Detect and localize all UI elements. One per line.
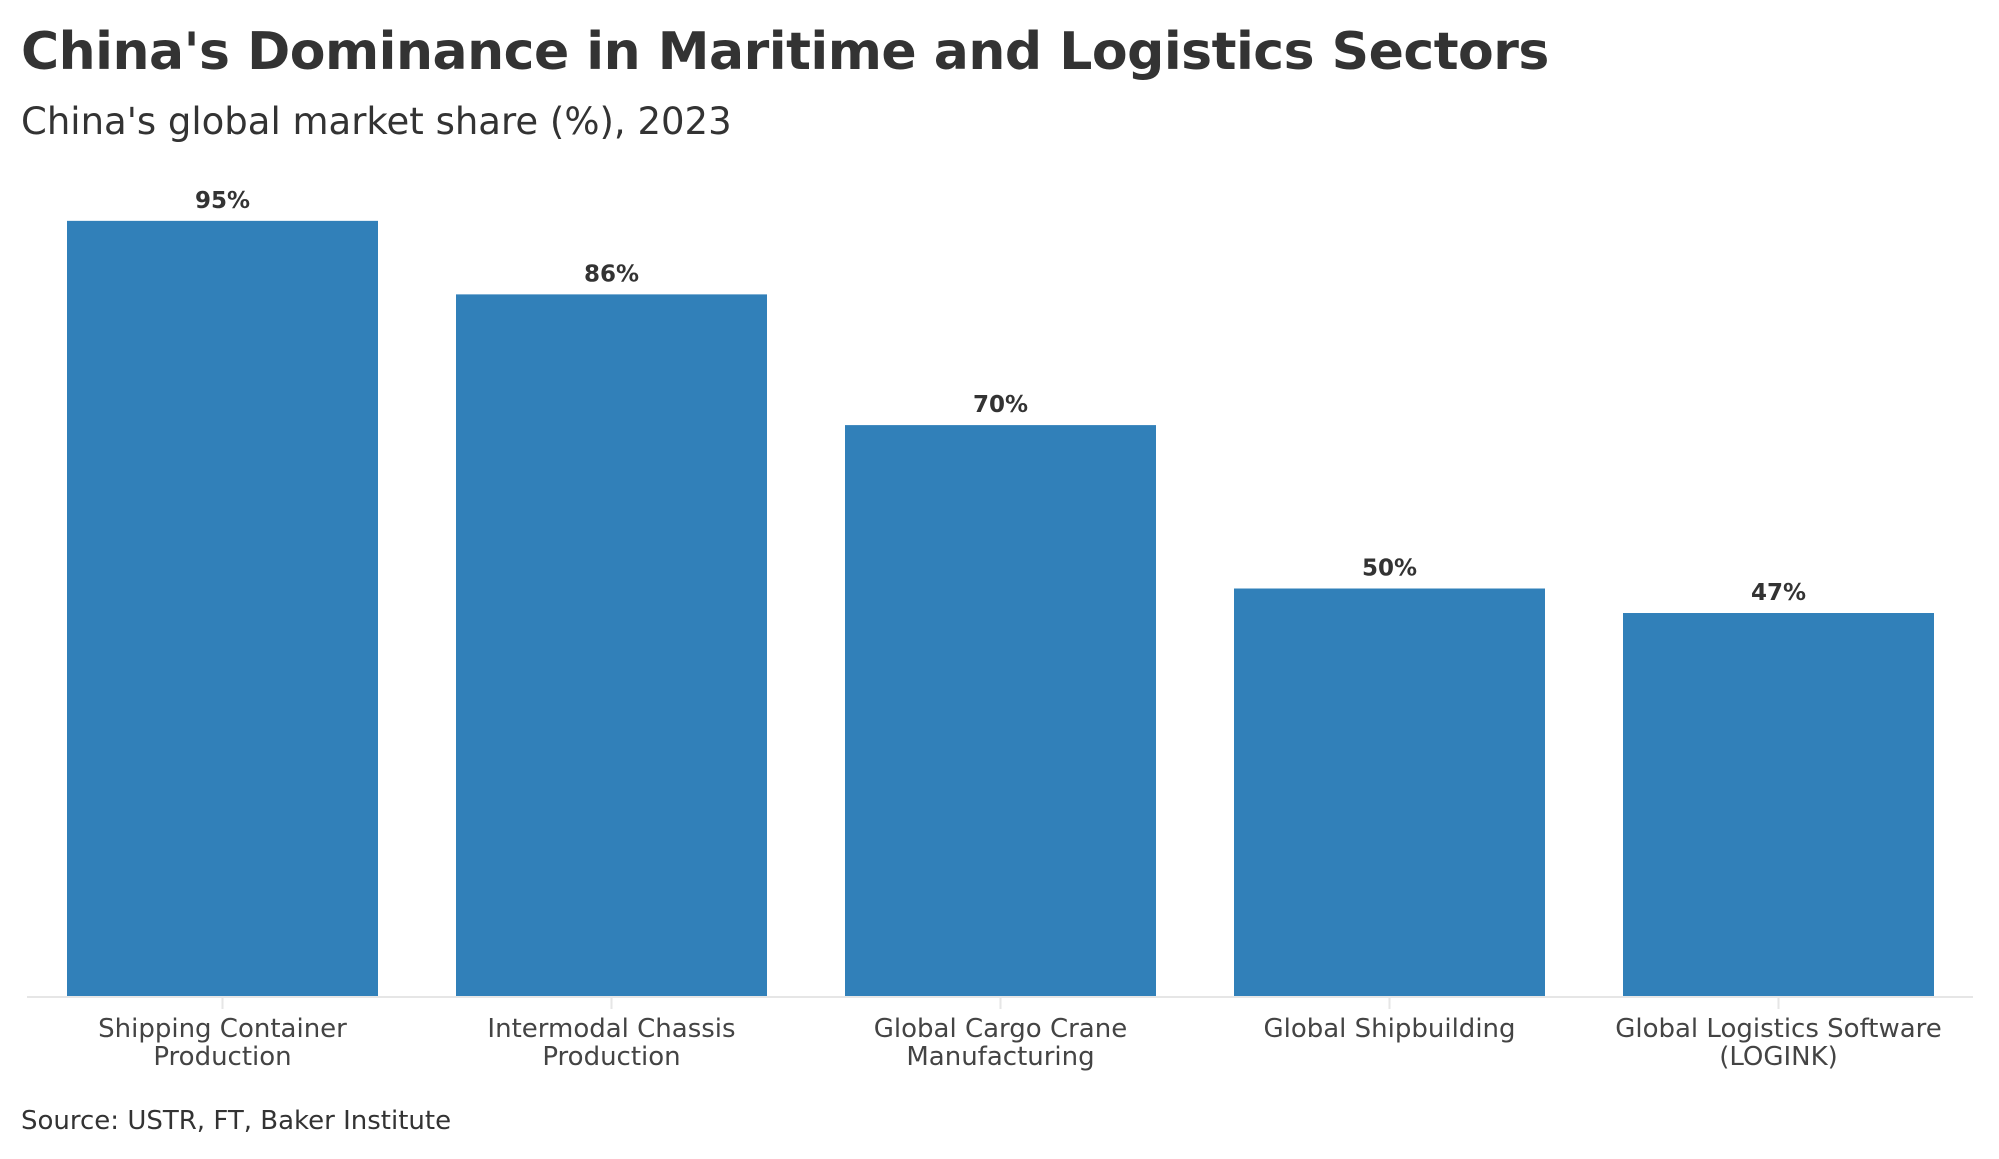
source-note: Source: USTR, FT, Baker Institute (21, 1106, 452, 1136)
x-tick-label-5: Global Logistics Software (LOGINK) (1615, 1014, 1942, 1072)
x-ticks-layer (221, 997, 1780, 1009)
bar-2 (456, 294, 767, 997)
data-label-1: 95% (195, 188, 250, 214)
data-label-4: 50% (1362, 556, 1417, 582)
labels-layer: 95%Shipping Container Production86%Interm… (98, 188, 1942, 1072)
x-tick-label-line: Intermodal Chassis (487, 1014, 735, 1044)
x-tick-label-line: Production (153, 1042, 291, 1072)
bar-5 (1623, 613, 1934, 997)
bars-layer (67, 220, 1934, 998)
x-tick-label-2: Intermodal Chassis Production (487, 1014, 735, 1072)
chart-subtitle: China's global market share (%), 2023 (21, 100, 732, 143)
data-label-5: 47% (1751, 580, 1806, 606)
x-tick-label-line: Shipping Container (98, 1014, 347, 1044)
bar-4 (1234, 588, 1545, 997)
data-label-3: 70% (973, 392, 1028, 418)
x-tick-label-4: Global Shipbuilding (1263, 1014, 1515, 1044)
x-tick-label-line: Global Cargo Crane (874, 1014, 1127, 1044)
x-tick-label-line: Global Shipbuilding (1263, 1014, 1515, 1044)
bar-1 (67, 220, 378, 998)
x-tick-label-line: Manufacturing (906, 1042, 1094, 1072)
x-tick-label-line: Production (542, 1042, 680, 1072)
x-tick-label-line: Global Logistics Software (1615, 1014, 1942, 1044)
data-label-2: 86% (584, 261, 639, 287)
x-tick-label-1: Shipping Container Production (98, 1014, 347, 1072)
x-tick-label-3: Global Cargo Crane Manufacturing (874, 1014, 1127, 1072)
chart-title: China's Dominance in Maritime and Logist… (21, 22, 1549, 82)
x-tick-label-line: (LOGINK) (1719, 1042, 1838, 1072)
bar-3 (845, 425, 1156, 998)
